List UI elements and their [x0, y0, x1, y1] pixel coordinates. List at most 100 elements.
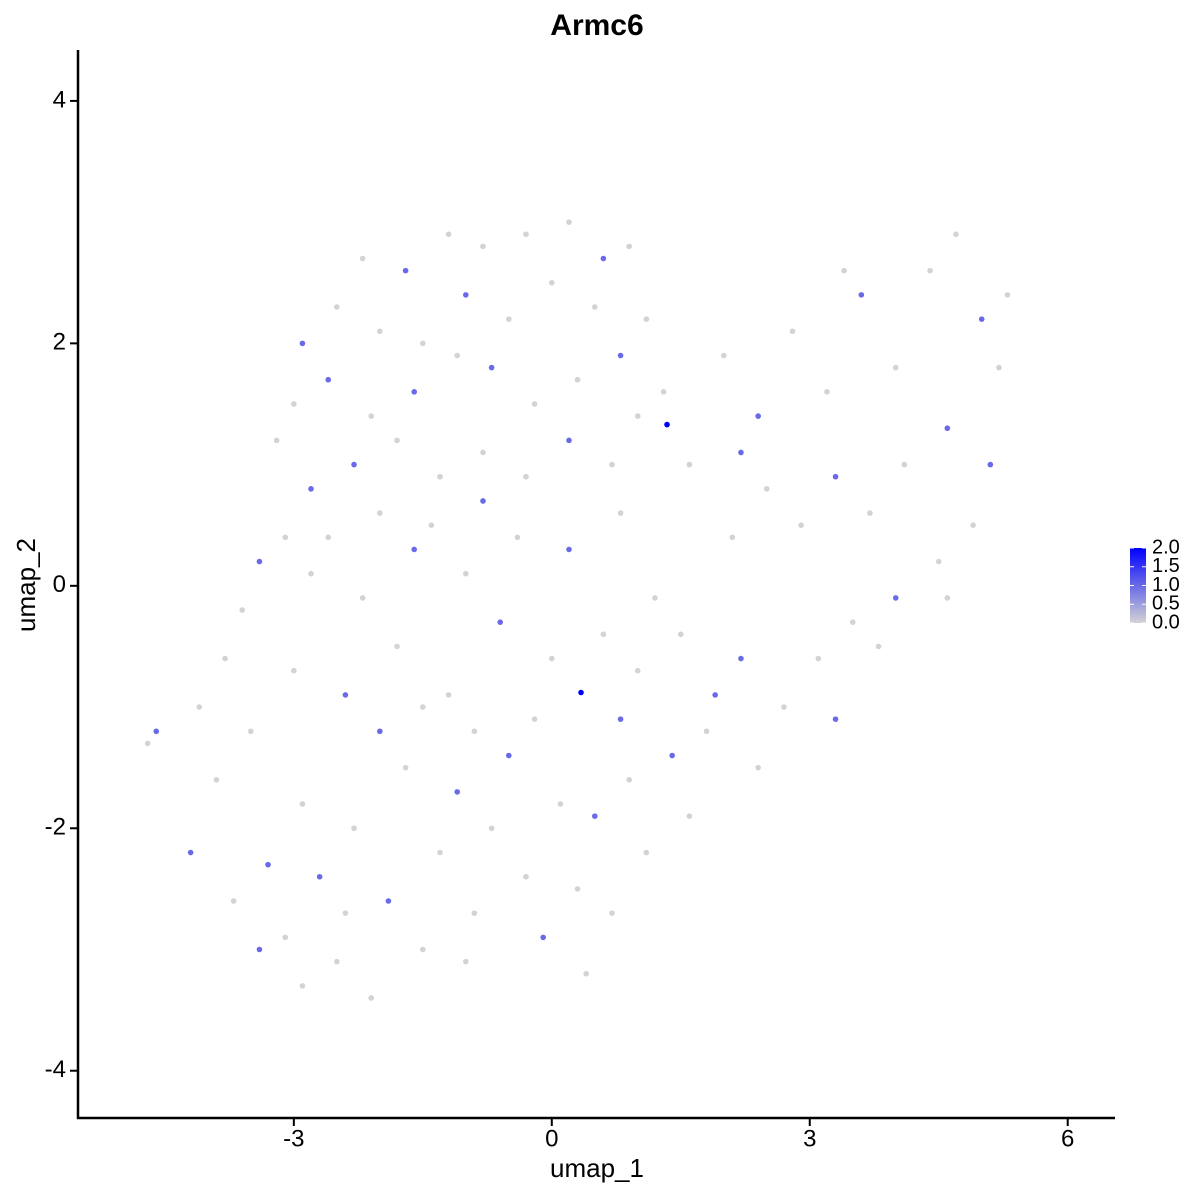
- point: [664, 421, 670, 428]
- point: [824, 389, 830, 395]
- point: [153, 728, 160, 735]
- point: [574, 376, 581, 383]
- point: [548, 655, 555, 662]
- point: [531, 716, 538, 722]
- point: [291, 401, 297, 407]
- point: [583, 970, 589, 977]
- point: [480, 498, 486, 504]
- point: [377, 328, 383, 335]
- point: [523, 873, 529, 880]
- point: [463, 570, 469, 577]
- point: [377, 728, 383, 735]
- point: [634, 413, 641, 419]
- point: [454, 789, 461, 795]
- colorbar-tick-label: 0.0: [1152, 611, 1180, 633]
- point: [445, 231, 452, 238]
- point: [652, 595, 658, 601]
- point: [548, 279, 555, 286]
- point: [394, 643, 400, 650]
- point: [591, 304, 598, 310]
- point: [781, 704, 787, 710]
- point: [394, 437, 400, 444]
- point: [996, 364, 1002, 371]
- point: [763, 486, 770, 492]
- y-tick-label: -2: [45, 814, 66, 841]
- point: [488, 825, 495, 832]
- point: [282, 934, 289, 941]
- point: [617, 716, 624, 722]
- colorbar-tick-label: 0.5: [1152, 593, 1180, 615]
- point: [342, 910, 349, 916]
- point: [463, 958, 469, 965]
- point: [471, 728, 478, 735]
- point: [488, 364, 495, 371]
- point: [892, 595, 899, 601]
- point: [600, 631, 607, 638]
- point: [282, 534, 289, 541]
- point: [578, 689, 584, 696]
- point: [256, 946, 263, 953]
- point: [867, 510, 873, 516]
- colorbar-tick-label: 2.0: [1152, 536, 1180, 558]
- point: [445, 692, 452, 698]
- point: [609, 461, 615, 468]
- point: [334, 958, 340, 965]
- point: [1004, 292, 1011, 298]
- point: [299, 983, 306, 989]
- point: [505, 316, 512, 322]
- point: [256, 558, 263, 565]
- point: [677, 631, 684, 638]
- point: [626, 776, 632, 783]
- point: [531, 401, 538, 407]
- point: [944, 425, 951, 432]
- point: [935, 558, 942, 565]
- point: [755, 764, 761, 771]
- point: [505, 752, 512, 759]
- point: [402, 267, 409, 274]
- point: [377, 510, 383, 516]
- point: [265, 861, 271, 868]
- point: [514, 534, 521, 541]
- point: [617, 510, 624, 516]
- point: [299, 340, 306, 347]
- point: [944, 595, 951, 601]
- point: [342, 692, 349, 698]
- point: [196, 704, 203, 710]
- point: [617, 352, 624, 359]
- point: [480, 449, 486, 456]
- point: [402, 764, 409, 771]
- point: [471, 910, 478, 916]
- point: [703, 728, 710, 735]
- point: [634, 667, 641, 674]
- point: [454, 352, 461, 359]
- point: [832, 716, 839, 722]
- point: [411, 546, 418, 553]
- x-tick-label: -3: [283, 1125, 304, 1152]
- point: [712, 692, 718, 698]
- point: [789, 328, 796, 335]
- point: [660, 389, 667, 395]
- point: [291, 667, 297, 674]
- point: [841, 267, 847, 274]
- point: [927, 267, 933, 274]
- x-tick-label: 6: [1061, 1125, 1074, 1152]
- point: [213, 776, 220, 783]
- point: [626, 243, 632, 250]
- point: [437, 849, 443, 856]
- point: [686, 461, 693, 468]
- colorbar-tick-label: 1.0: [1152, 574, 1180, 596]
- point: [480, 243, 486, 250]
- point: [738, 449, 744, 456]
- x-tick-label: 3: [803, 1125, 816, 1152]
- point: [953, 231, 959, 238]
- y-tick-label: 4: [53, 86, 66, 113]
- point: [463, 292, 469, 298]
- point: [316, 873, 323, 880]
- point: [832, 473, 839, 480]
- point: [359, 255, 366, 262]
- point: [230, 898, 237, 904]
- point: [609, 910, 615, 916]
- point: [557, 801, 564, 807]
- point: [144, 740, 151, 747]
